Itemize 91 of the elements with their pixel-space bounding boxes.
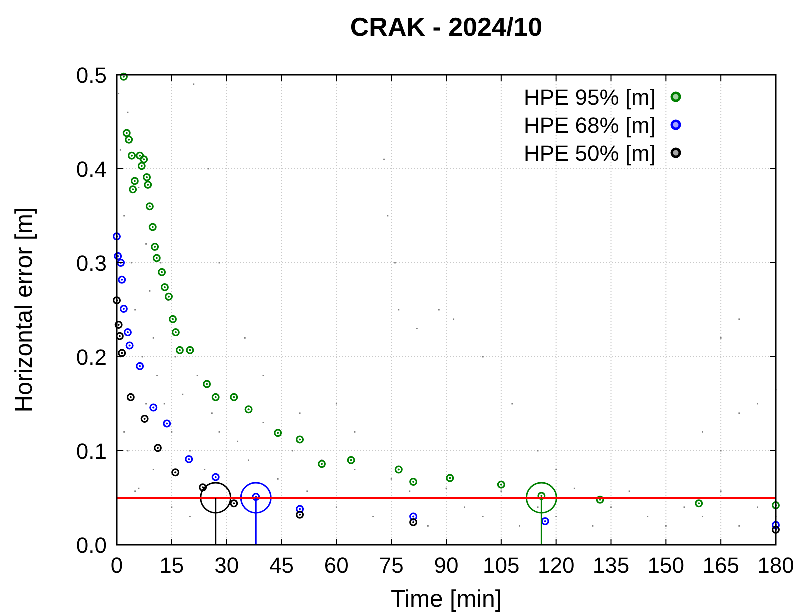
point xyxy=(541,518,550,526)
x-tick-label: 90 xyxy=(434,553,459,578)
point xyxy=(230,500,238,508)
point xyxy=(120,305,128,314)
point xyxy=(146,202,154,211)
point xyxy=(347,456,356,464)
legend-label: HPE 68% [m] xyxy=(524,113,656,138)
point xyxy=(185,455,194,464)
point xyxy=(172,468,180,477)
point xyxy=(140,415,149,424)
point xyxy=(136,152,144,160)
x-tick-label: 60 xyxy=(324,553,349,578)
x-tick-label: 150 xyxy=(648,553,685,578)
point xyxy=(154,444,162,452)
point xyxy=(274,429,282,438)
point xyxy=(125,136,134,144)
point xyxy=(169,315,178,324)
point xyxy=(772,521,780,530)
point xyxy=(148,223,157,232)
x-tick-label: 0 xyxy=(110,553,124,578)
x-tick-label: 45 xyxy=(270,553,294,578)
point xyxy=(116,332,124,340)
point xyxy=(203,380,212,388)
y-axis-title: Horizontal error [m] xyxy=(11,207,38,413)
point xyxy=(113,296,121,305)
point xyxy=(172,328,180,337)
y-tick-label: 0.0 xyxy=(76,533,107,558)
point xyxy=(152,254,161,262)
point xyxy=(244,406,253,414)
point xyxy=(296,436,304,444)
x-tick-label: 75 xyxy=(379,553,404,578)
point xyxy=(117,259,126,267)
point xyxy=(128,152,136,160)
point xyxy=(186,346,194,354)
x-tick-label: 30 xyxy=(214,553,240,578)
x-tick-label: 165 xyxy=(702,553,740,578)
point xyxy=(129,186,138,194)
point xyxy=(144,180,152,189)
x-tick-label: 120 xyxy=(538,553,575,578)
point xyxy=(113,232,121,241)
point xyxy=(120,72,128,81)
point xyxy=(114,252,122,260)
point xyxy=(126,393,135,402)
point xyxy=(296,510,304,519)
point xyxy=(410,512,418,521)
point xyxy=(596,496,604,504)
point xyxy=(118,276,126,284)
point xyxy=(138,162,146,170)
legend-label: HPE 50% [m] xyxy=(524,141,656,166)
point xyxy=(772,502,780,510)
point xyxy=(124,328,132,337)
point xyxy=(126,342,134,350)
point xyxy=(151,243,160,252)
point xyxy=(163,420,172,428)
x-tick-label: 180 xyxy=(758,553,794,578)
point xyxy=(118,349,126,358)
point xyxy=(143,173,152,182)
point xyxy=(160,283,169,292)
point xyxy=(318,460,326,468)
x-axis-title: Time [min] xyxy=(390,586,502,613)
point xyxy=(150,404,158,412)
point xyxy=(410,518,418,526)
point xyxy=(446,474,454,482)
point xyxy=(158,268,166,276)
point xyxy=(130,177,139,186)
x-tick-label: 135 xyxy=(592,553,630,578)
point xyxy=(410,478,418,486)
point xyxy=(136,362,144,370)
point xyxy=(114,321,123,330)
chart-title: CRAK - 2024/10 xyxy=(350,12,543,42)
point xyxy=(394,466,403,474)
point xyxy=(772,526,780,534)
point xyxy=(176,346,184,354)
point xyxy=(296,505,304,514)
point xyxy=(695,500,704,508)
x-tick-label: 105 xyxy=(483,553,520,578)
x-tick-label: 15 xyxy=(160,553,184,578)
point xyxy=(122,129,131,138)
y-tick-label: 0.3 xyxy=(76,251,107,276)
point xyxy=(212,393,220,402)
point xyxy=(140,156,148,164)
y-tick-label: 0.2 xyxy=(76,345,107,370)
point xyxy=(497,480,506,489)
y-tick-label: 0.4 xyxy=(76,157,107,182)
point xyxy=(164,292,173,301)
point xyxy=(199,484,208,492)
point xyxy=(230,393,238,402)
point xyxy=(212,473,220,482)
y-tick-label: 0.5 xyxy=(76,63,107,88)
legend-label: HPE 95% [m] xyxy=(524,85,656,110)
y-tick-label: 0.1 xyxy=(76,439,107,464)
